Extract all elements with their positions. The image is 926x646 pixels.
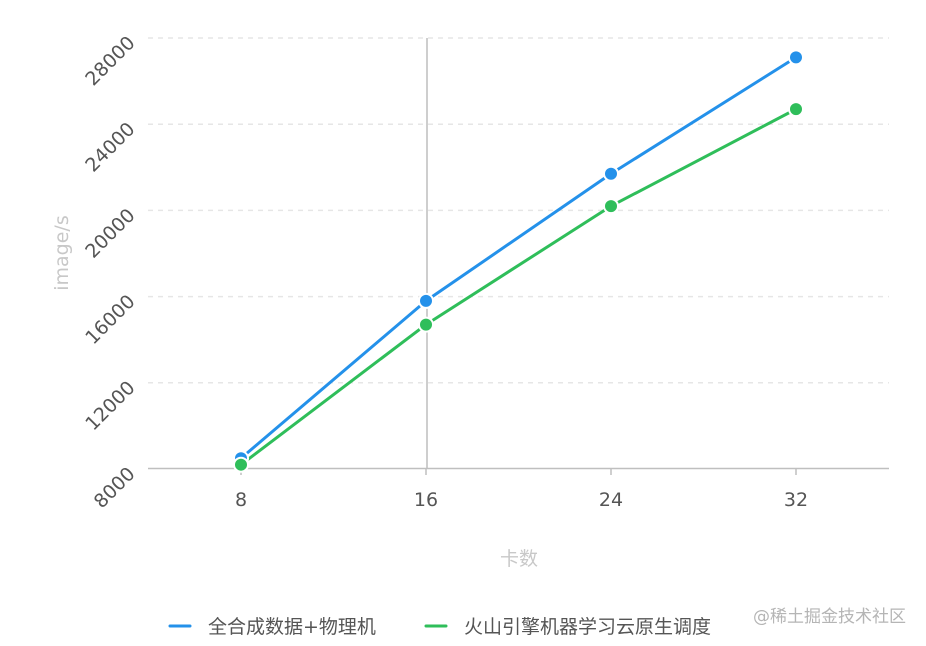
- y-axis-ticks: 8000 12000 16000 20000 24000 28000: [81, 32, 139, 513]
- y-tick-label: 28000: [81, 32, 139, 90]
- series-2-point[interactable]: [603, 198, 619, 215]
- series-2-point[interactable]: [788, 101, 804, 118]
- series-2-point[interactable]: [418, 316, 434, 333]
- x-tick-label: 32: [784, 489, 808, 511]
- x-axis-ticks: 8 16 24 32: [235, 469, 808, 511]
- series-1-point[interactable]: [603, 165, 619, 182]
- y-tick-label: 12000: [81, 377, 139, 435]
- series-lines: [239, 55, 798, 467]
- legend: 全合成数据+物理机 火山引擎机器学习云原生调度: [168, 616, 711, 638]
- series-line-1: [239, 55, 798, 460]
- x-tick-label: 8: [235, 489, 247, 511]
- y-tick-label: 20000: [81, 204, 139, 262]
- series-points: [233, 49, 804, 473]
- x-tick-label: 24: [599, 489, 623, 511]
- series-1-point[interactable]: [418, 292, 434, 309]
- y-tick-label: 8000: [90, 463, 140, 513]
- watermark-text: @稀土掘金技术社区: [753, 607, 906, 627]
- x-tick-label: 16: [414, 489, 438, 511]
- y-axis-title: image/s: [51, 215, 73, 290]
- series-2-point[interactable]: [233, 456, 249, 473]
- series-1-point[interactable]: [788, 49, 804, 66]
- legend-label-2[interactable]: 火山引擎机器学习云原生调度: [464, 616, 711, 638]
- legend-label-1[interactable]: 全合成数据+物理机: [208, 616, 376, 638]
- grid-lines: [148, 37, 889, 384]
- y-tick-label: 16000: [81, 291, 139, 349]
- series-line-2: [239, 107, 798, 467]
- x-axis-title: 卡数: [500, 548, 538, 570]
- y-tick-label: 24000: [81, 118, 139, 176]
